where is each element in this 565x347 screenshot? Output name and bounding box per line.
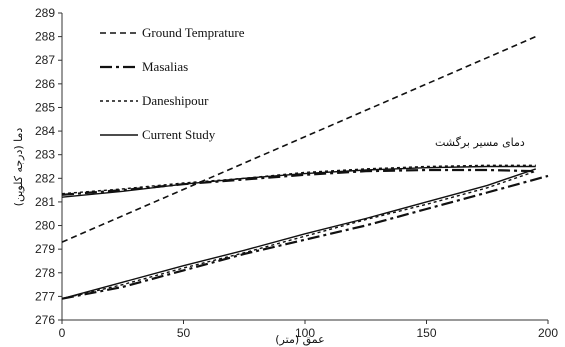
y-tick-label: 279 <box>35 242 55 256</box>
legend-label-ground-temprature: Ground Temprature <box>142 25 245 40</box>
y-tick-label: 280 <box>35 219 55 233</box>
series-line-current-study-1 <box>61 168 537 300</box>
y-tick-label: 285 <box>35 100 55 114</box>
legend: Ground Temprature Masalias Daneshipour Curr… <box>100 25 245 142</box>
y-tick-label: 278 <box>35 266 55 280</box>
x-axis-title: عمق (متر) <box>275 333 324 347</box>
y-tick-label: 289 <box>35 6 55 20</box>
series-line-ground-temprature-1 <box>61 35 537 243</box>
series-line-masalias-1 <box>61 174 549 300</box>
y-tick-label: 282 <box>35 171 55 185</box>
series-line-current-study-2 <box>61 165 536 198</box>
y-axis-title: دما (درجه کلوین) <box>12 128 25 207</box>
x-tick-label: 200 <box>538 326 558 340</box>
x-tick-label: 100 <box>295 326 315 340</box>
x-tick-label: 50 <box>177 326 191 340</box>
legend-label-masalias: Masalias <box>142 59 188 74</box>
x-tick-label: 150 <box>416 326 436 340</box>
y-tick-label: 276 <box>35 313 55 327</box>
series-lines <box>61 35 549 300</box>
legend-label-daneshipour: Daneshipour <box>142 93 209 108</box>
y-tick-label: 277 <box>35 289 55 303</box>
ticks: 276 277 278 279 280 281 282 283 284 285 286 287 288 2… <box>35 6 558 340</box>
annotation-return-path: دمای مسیر برگشت <box>435 136 525 149</box>
y-tick-label: 283 <box>35 148 55 162</box>
y-tick-label: 281 <box>35 195 55 209</box>
y-tick-label: 284 <box>35 124 55 138</box>
y-tick-label: 286 <box>35 77 55 91</box>
legend-label-current-study: Current Study <box>142 127 216 142</box>
x-tick-label: 0 <box>59 326 66 340</box>
y-tick-label: 288 <box>35 30 55 44</box>
y-tick-label: 287 <box>35 53 55 67</box>
